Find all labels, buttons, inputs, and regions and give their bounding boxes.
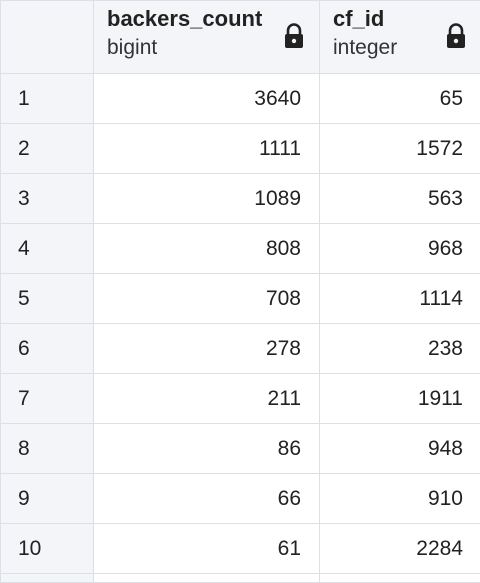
cell-cf-id[interactable]: 948 bbox=[320, 424, 480, 474]
cell-backers-count[interactable]: 3640 bbox=[94, 74, 320, 124]
row-number-header[interactable] bbox=[1, 1, 94, 74]
cell-backers-count[interactable]: 708 bbox=[94, 274, 320, 324]
row-number[interactable]: 7 bbox=[1, 374, 94, 424]
lock-icon bbox=[283, 23, 305, 49]
cell-backers-count[interactable]: 66 bbox=[94, 474, 320, 524]
table-row[interactable]: 2 1111 1572 bbox=[1, 124, 480, 174]
cell-backers-count[interactable]: 1111 bbox=[94, 124, 320, 174]
row-number[interactable]: 10 bbox=[1, 524, 94, 574]
row-number[interactable]: 1 bbox=[1, 74, 94, 124]
header-row: backers_count bigint cf_id integer bbox=[1, 1, 480, 74]
cell-cf-id[interactable]: 1572 bbox=[320, 124, 480, 174]
table-row[interactable]: 9 66 910 bbox=[1, 474, 480, 524]
table-row[interactable]: 6 278 238 bbox=[1, 324, 480, 374]
lock-icon bbox=[445, 23, 467, 49]
cell-backers-count[interactable]: 808 bbox=[94, 224, 320, 274]
row-number bbox=[1, 574, 94, 583]
cell-cf-id[interactable]: 65 bbox=[320, 74, 480, 124]
table-row[interactable]: 1 3640 65 bbox=[1, 74, 480, 124]
cell-cf-id[interactable]: 1911 bbox=[320, 374, 480, 424]
table-row-partial bbox=[1, 574, 480, 583]
table-row[interactable]: 4 808 968 bbox=[1, 224, 480, 274]
table-row[interactable]: 3 1089 563 bbox=[1, 174, 480, 224]
table-row[interactable]: 10 61 2284 bbox=[1, 524, 480, 574]
cell-cf-id[interactable]: 563 bbox=[320, 174, 480, 224]
row-number[interactable]: 6 bbox=[1, 324, 94, 374]
cell-backers-count[interactable]: 1089 bbox=[94, 174, 320, 224]
row-number[interactable]: 8 bbox=[1, 424, 94, 474]
cell-cf-id bbox=[320, 574, 480, 583]
cell-backers-count[interactable]: 278 bbox=[94, 324, 320, 374]
cell-backers-count[interactable]: 86 bbox=[94, 424, 320, 474]
row-number[interactable]: 3 bbox=[1, 174, 94, 224]
cell-cf-id[interactable]: 910 bbox=[320, 474, 480, 524]
table-row[interactable]: 8 86 948 bbox=[1, 424, 480, 474]
row-number[interactable]: 9 bbox=[1, 474, 94, 524]
cell-cf-id[interactable]: 2284 bbox=[320, 524, 480, 574]
table-row[interactable]: 7 211 1911 bbox=[1, 374, 480, 424]
column-header-cf-id[interactable]: cf_id integer bbox=[320, 1, 480, 74]
cell-cf-id[interactable]: 968 bbox=[320, 224, 480, 274]
row-number[interactable]: 2 bbox=[1, 124, 94, 174]
cell-cf-id[interactable]: 238 bbox=[320, 324, 480, 374]
row-number[interactable]: 4 bbox=[1, 224, 94, 274]
table-row[interactable]: 5 708 1114 bbox=[1, 274, 480, 324]
cell-backers-count bbox=[94, 574, 320, 583]
row-number[interactable]: 5 bbox=[1, 274, 94, 324]
cell-backers-count[interactable]: 61 bbox=[94, 524, 320, 574]
column-header-backers-count[interactable]: backers_count bigint bbox=[94, 1, 320, 74]
cell-backers-count[interactable]: 211 bbox=[94, 374, 320, 424]
cell-cf-id[interactable]: 1114 bbox=[320, 274, 480, 324]
